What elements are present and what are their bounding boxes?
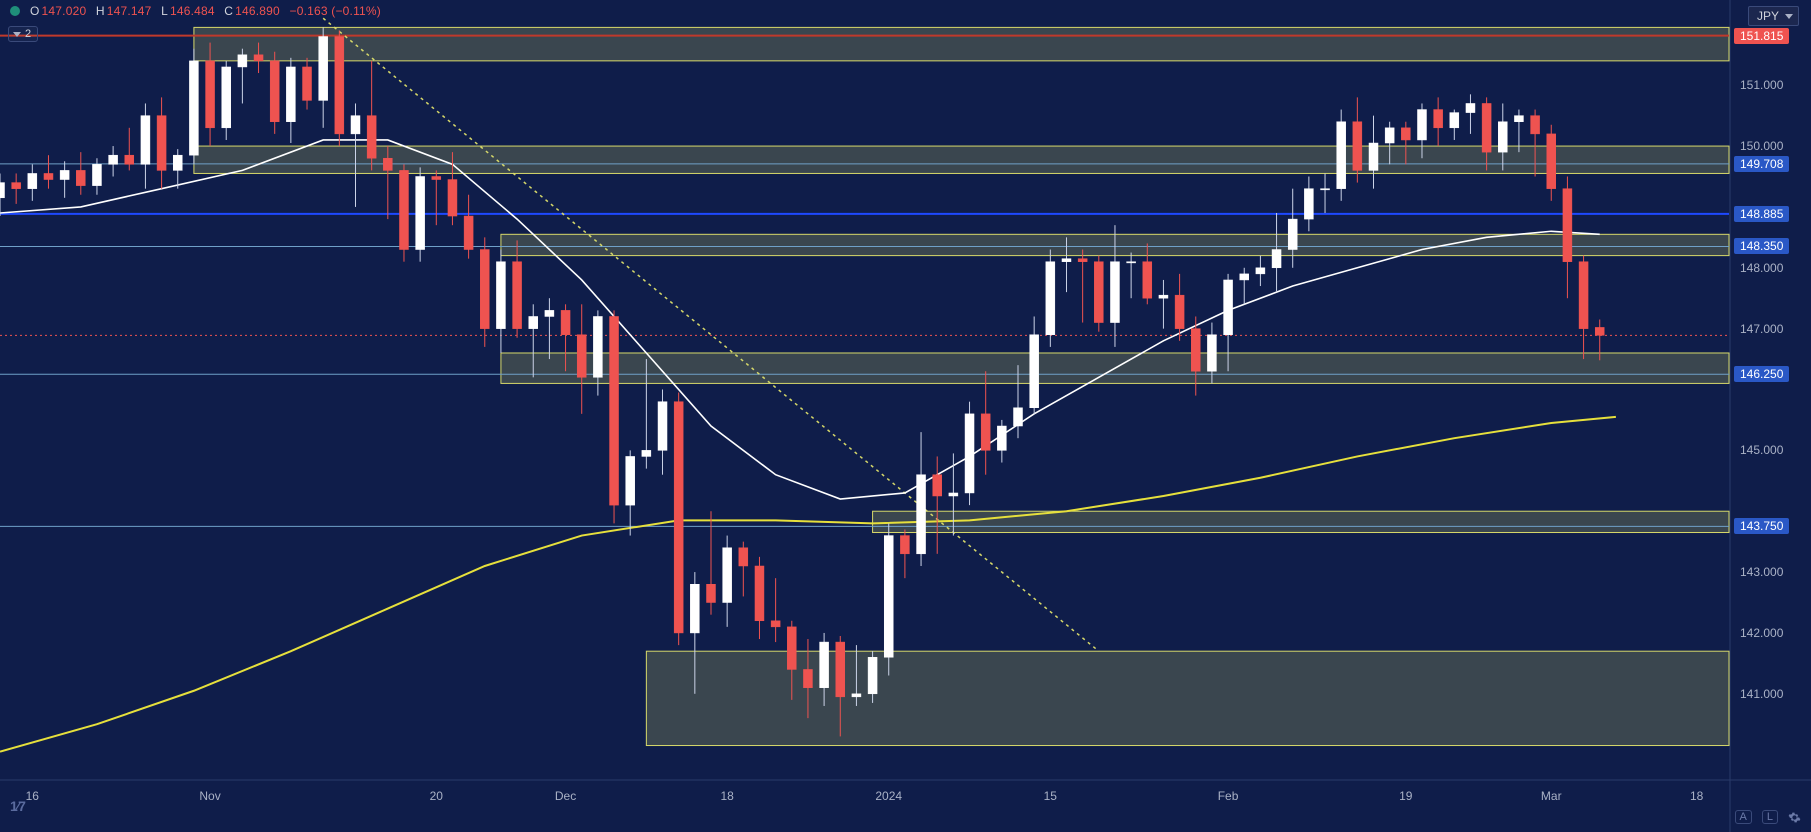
x-axis-tick: 2024 — [875, 789, 902, 803]
y-axis-tick: 143.000 — [1740, 565, 1783, 579]
axis-log-badge[interactable]: L — [1762, 810, 1778, 824]
y-axis-tick: 148.000 — [1740, 261, 1783, 275]
y-axis-tick: 147.000 — [1740, 322, 1783, 336]
axis-auto-badge[interactable]: A — [1735, 810, 1752, 824]
axis-footer-controls: A L — [1735, 810, 1801, 824]
x-axis-tick: 15 — [1044, 789, 1057, 803]
x-axis-tick: Feb — [1218, 789, 1239, 803]
ohlc-open: 147.020 — [42, 4, 87, 18]
x-axis-tick: 16 — [26, 789, 39, 803]
y-axis-tick: 145.000 — [1740, 443, 1783, 457]
y-axis-tick: 141.000 — [1740, 687, 1783, 701]
ohlc-close: 146.890 — [235, 4, 280, 18]
symbol-dot-icon — [10, 6, 20, 16]
price-level-label: 143.750 — [1734, 518, 1789, 534]
x-axis-tick: Nov — [199, 789, 220, 803]
price-level-label: 149.708 — [1734, 156, 1789, 172]
price-level-label: 148.350 — [1734, 238, 1789, 254]
y-axis-tick: 150.000 — [1740, 139, 1783, 153]
x-axis-tick: 18 — [1690, 789, 1703, 803]
ohlc-legend: O147.020 H147.147 L146.484 C146.890 −0.1… — [30, 4, 387, 18]
ohlc-high: 147.147 — [107, 4, 152, 18]
x-axis-tick: 20 — [430, 789, 443, 803]
x-axis-tick: 19 — [1399, 789, 1412, 803]
currency-select[interactable]: JPY — [1748, 6, 1799, 26]
indicators-toggle[interactable]: 2 — [8, 26, 38, 42]
tradingview-logo-icon: 1⁄7 — [10, 798, 25, 814]
y-axis-tick: 151.000 — [1740, 78, 1783, 92]
x-axis-tick: 18 — [720, 789, 733, 803]
x-axis-tick: Mar — [1541, 789, 1562, 803]
ohlc-change: −0.163 (−0.11%) — [289, 4, 381, 18]
price-level-label: 151.815 — [1734, 28, 1789, 44]
ohlc-low: 146.484 — [170, 4, 215, 18]
price-level-label: 148.885 — [1734, 206, 1789, 222]
price-level-label: 146.250 — [1734, 366, 1789, 382]
x-axis-tick: Dec — [555, 789, 576, 803]
y-axis-tick: 142.000 — [1740, 626, 1783, 640]
gear-icon[interactable] — [1788, 811, 1801, 824]
price-chart[interactable] — [0, 0, 1811, 832]
